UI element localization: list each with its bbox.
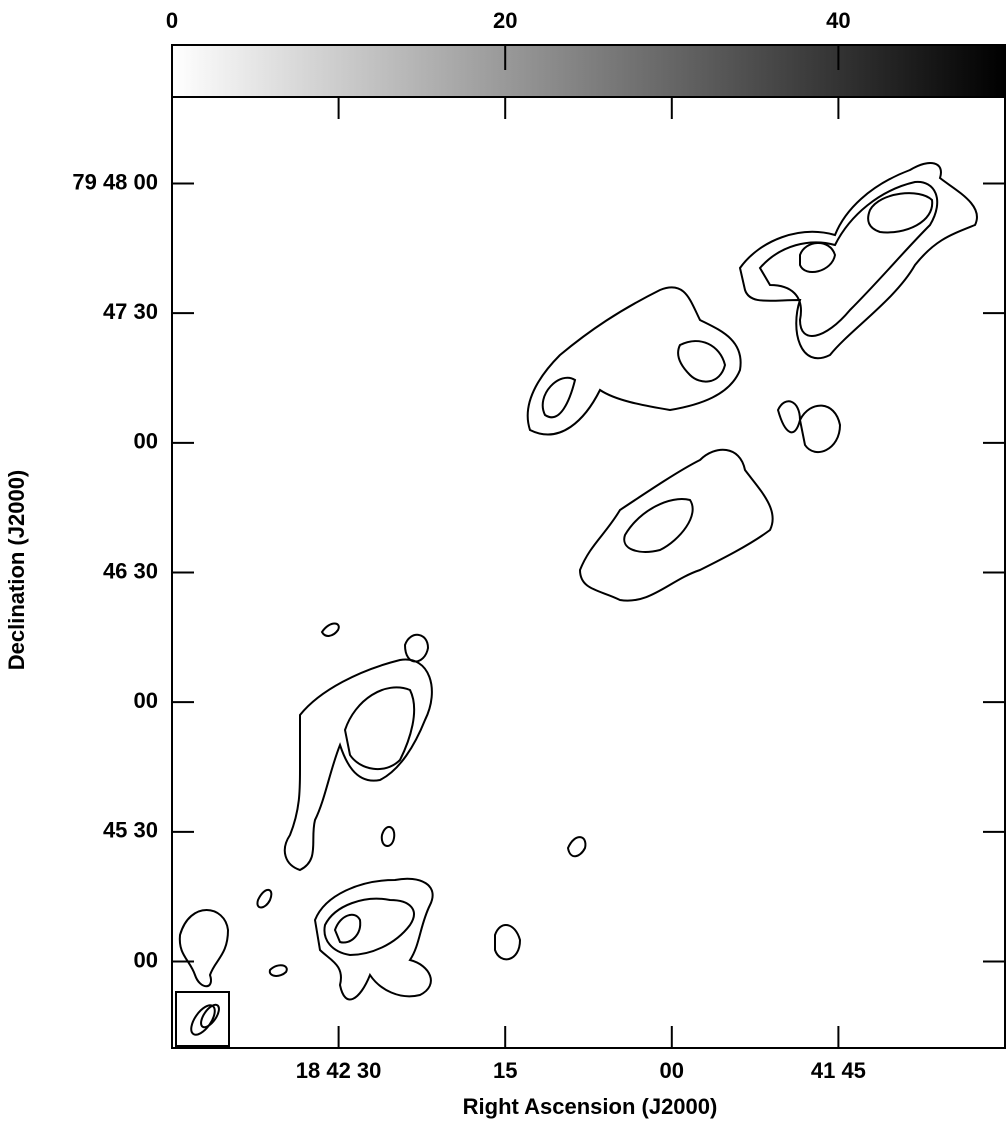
y-tick-label: 00	[134, 688, 158, 713]
beam	[175, 991, 230, 1047]
x-tick-label: 41 45	[811, 1058, 866, 1083]
y-tick-label: 79 48 00	[72, 169, 158, 194]
colorbar-tick-label: 40	[826, 8, 850, 33]
y-axis-label: Declination (J2000)	[4, 470, 29, 671]
x-tick-label: 18 42 30	[296, 1058, 382, 1083]
y-tick-label: 00	[134, 947, 158, 972]
y-tick-label: 45 30	[103, 818, 158, 843]
x-axis-label: Right Ascension (J2000)	[463, 1094, 718, 1119]
colorbar	[171, 44, 1006, 98]
y-tick-label: 46 30	[103, 558, 158, 583]
contours	[178, 162, 978, 1001]
y-tick-label: 47 30	[103, 299, 158, 324]
plot-frame	[171, 96, 1006, 1049]
x-tick-label: 15	[493, 1058, 517, 1083]
y-tick-label: 00	[134, 429, 158, 454]
colorbar-tick-label: 20	[493, 8, 517, 33]
colorbar-tick-label: 0	[166, 8, 178, 33]
x-tick-label: 00	[660, 1058, 684, 1083]
